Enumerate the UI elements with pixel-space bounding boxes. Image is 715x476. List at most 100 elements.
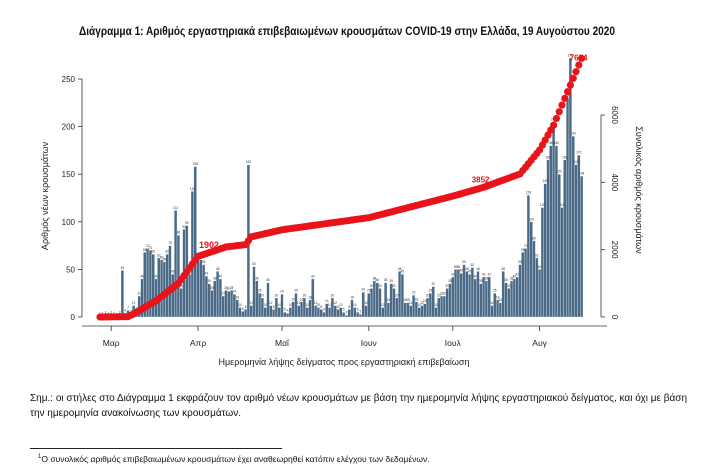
bar [367,293,371,318]
chart-title: Διάγραμμα 1: Αριθμός εργαστηριακά επιβεβ… [79,26,615,38]
bar [308,299,312,318]
bar-value-label: 2 [119,311,121,315]
bar [218,278,222,318]
bar [552,121,556,318]
bar-value-label: 35 [479,279,483,283]
bar-value-label: 28 [230,286,234,290]
bar-value-label: 25 [493,289,497,293]
bar-value-label: 46 [459,269,463,273]
bar-value-label: 48 [398,267,402,271]
bar [224,290,228,318]
bar-value-label: 10 [263,303,267,307]
bar [227,291,231,318]
cumulative-point [578,54,586,62]
bar-value-label: 12 [333,301,337,305]
bar [196,257,200,318]
bar [431,286,435,318]
bar [389,283,393,318]
bar-value-label: 50 [538,265,542,269]
y-axis-right-label: Συνολικός αριθμός κρουσμάτων [634,126,644,254]
bar [532,240,536,318]
bar-value-label: 48 [216,267,220,271]
bar [482,276,486,318]
bar [302,297,306,318]
y-right-tick-label: 2000 [610,241,619,259]
bar [160,259,164,318]
bar-value-label: 158 [193,162,199,166]
bar-value-label: 12 [420,301,424,305]
bar-value-label: 40 [140,274,144,278]
bar-value-label: 12 [297,301,301,305]
bar-value-label: 35 [207,279,211,283]
bar-value-label: 36 [384,278,388,282]
cumulative-point [552,114,561,123]
bar [168,245,172,318]
bar-value-label: 10 [328,303,332,307]
bar-value-label: 50 [454,265,458,269]
bar-value-label: 4 [124,309,126,313]
bar [199,259,203,318]
bar-value-label: 66 [151,250,155,254]
bar-value-label: 10 [434,303,438,307]
bar-value-label: 43 [205,272,209,276]
bar-value-label: 20 [303,293,307,297]
bar [459,273,463,318]
bar-value-label: 75 [168,241,172,245]
bar-value-label: 40 [219,274,223,278]
bar-value-label: 5 [323,308,325,312]
bar [190,191,194,318]
bar [484,280,488,318]
bar [283,312,287,318]
bar-value-label: 10 [417,303,421,307]
bar-value-label: 38 [510,276,514,280]
bar-value-label: 53 [252,262,256,266]
bar [465,271,469,318]
bar [473,278,477,318]
cumulative-line-group [96,54,586,321]
bar [328,307,332,318]
x-tick-label: Ιουν [361,338,377,348]
bar-value-label: 26 [361,288,365,292]
bar-value-label: 180 [554,141,560,145]
bar [263,307,267,318]
bar-value-label: 8 [348,305,350,309]
bar-value-label: 27 [227,287,231,291]
bar-value-label: 8 [320,305,322,309]
bar-value-label: 25 [367,289,371,293]
bar-value-label: 15 [406,298,410,302]
bar-value-label: 36 [266,278,270,282]
bar-value-label: 42 [487,273,491,277]
bar-value-label: 20 [331,293,335,297]
bar [403,302,407,318]
y-tick-label: 200 [62,123,76,132]
bar-value-label: 38 [485,276,489,280]
bar [213,280,217,318]
bar [574,164,578,318]
bar-value-label: 18 [235,295,239,299]
bar-value-label: 16 [415,297,419,301]
bar [221,295,225,318]
bar-value-label: 20 [275,293,279,297]
bar-value-label: 66 [165,250,169,254]
bar [260,297,264,318]
bar-value-label: 10 [339,303,343,307]
bar-value-label: 10 [317,303,321,307]
bar-value-label: 68 [521,248,525,252]
bar-value-label: 14 [325,299,329,303]
bar-value-label: 10 [289,303,293,307]
bar-value-label: 92 [182,225,186,229]
bar-value-label: 22 [440,292,444,296]
bar [538,269,542,318]
bar-value-label: 25 [258,289,262,293]
bar-value-label: 24 [280,290,284,294]
bar [487,276,491,318]
bar-value-label: 190 [571,132,577,136]
bar-value-label: 22 [137,292,141,296]
bar-value-label: 2 [110,311,112,315]
bar [440,295,444,318]
bar-value-label: 22 [443,292,447,296]
bar-value-label: 48 [501,267,505,271]
bar [540,207,544,318]
